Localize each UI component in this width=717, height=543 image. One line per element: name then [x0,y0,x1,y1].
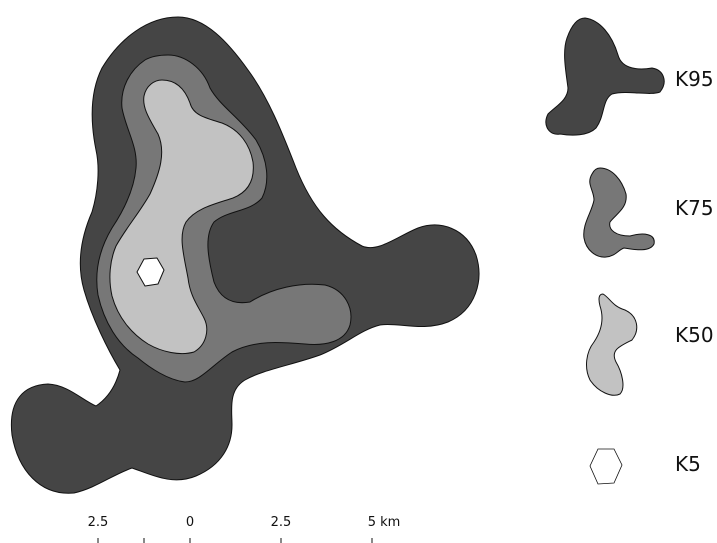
scale-tick-label-zero: 0 [186,515,194,530]
legend-swatch-k95 [545,17,665,136]
legend-swatch-k75 [583,167,655,258]
legend-item-k95[interactable]: K95 [545,17,714,136]
legend-swatch-k50 [586,293,638,396]
legend-label-k95: K95 [675,67,714,91]
legend-swatch-k5 [589,448,623,485]
legend-label-k50: K50 [675,323,714,347]
scale-tick-label-left: 2.5 [88,515,109,530]
legend-item-k50[interactable]: K50 [586,293,714,396]
scale-tick-label-mid: 2.5 [271,515,292,530]
legend: K95 K75 K50 K5 [545,17,714,485]
legend-item-k5[interactable]: K5 [589,448,701,485]
legend-label-k75: K75 [675,196,714,220]
scale-tick-label-right: 5 km [368,515,401,530]
scale-bar: 2.5 0 2.5 5 km [88,515,401,543]
k95-contour[interactable] [10,16,480,494]
k5-contour[interactable] [136,257,165,287]
legend-item-k75[interactable]: K75 [583,167,714,258]
legend-label-k5: K5 [675,452,701,476]
home-range-map [10,16,480,494]
